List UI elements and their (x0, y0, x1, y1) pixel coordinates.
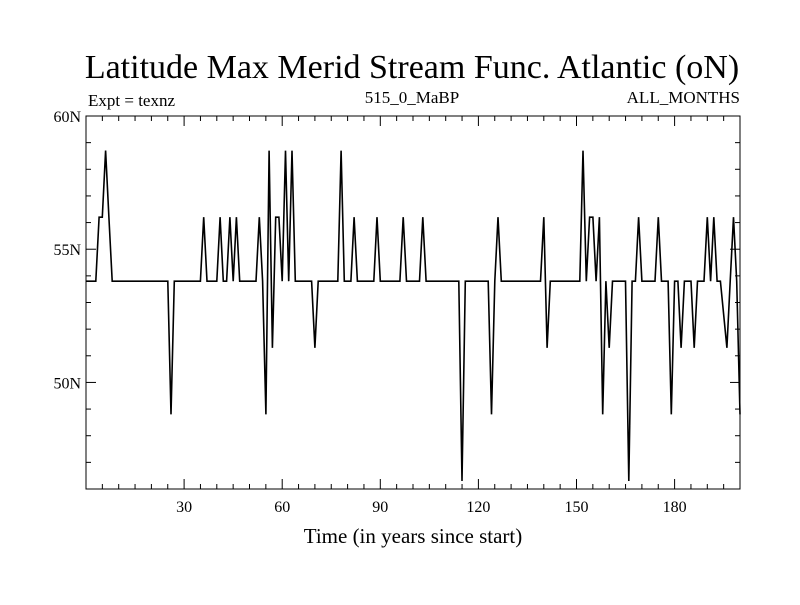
y-tick-label: 50N (53, 375, 81, 392)
plot-frame (85, 115, 741, 490)
x-tick-label: 150 (565, 499, 589, 516)
x-tick-label: 30 (176, 499, 192, 516)
y-tick-label: 55N (53, 242, 81, 259)
x-axis: 30 60 90 120 150 180 (101, 116, 725, 516)
x-tick-label: 90 (372, 499, 388, 516)
y-axis: 50N 55N 60N (53, 109, 740, 490)
x-axis-label: Time (in years since start) (304, 524, 523, 548)
x-tick-label: 180 (663, 499, 687, 516)
series-layer (86, 150, 741, 482)
chart-title: Latitude Max Merid Stream Func. Atlantic… (85, 49, 739, 86)
period-label: 515_0_MaBP (365, 88, 459, 107)
experiment-label: Expt = texnz (88, 91, 175, 110)
series-line (86, 150, 741, 482)
y-tick-label: 60N (53, 109, 81, 126)
x-tick-label: 60 (274, 499, 290, 516)
x-tick-label: 120 (466, 499, 490, 516)
months-label: ALL_MONTHS (627, 88, 740, 107)
